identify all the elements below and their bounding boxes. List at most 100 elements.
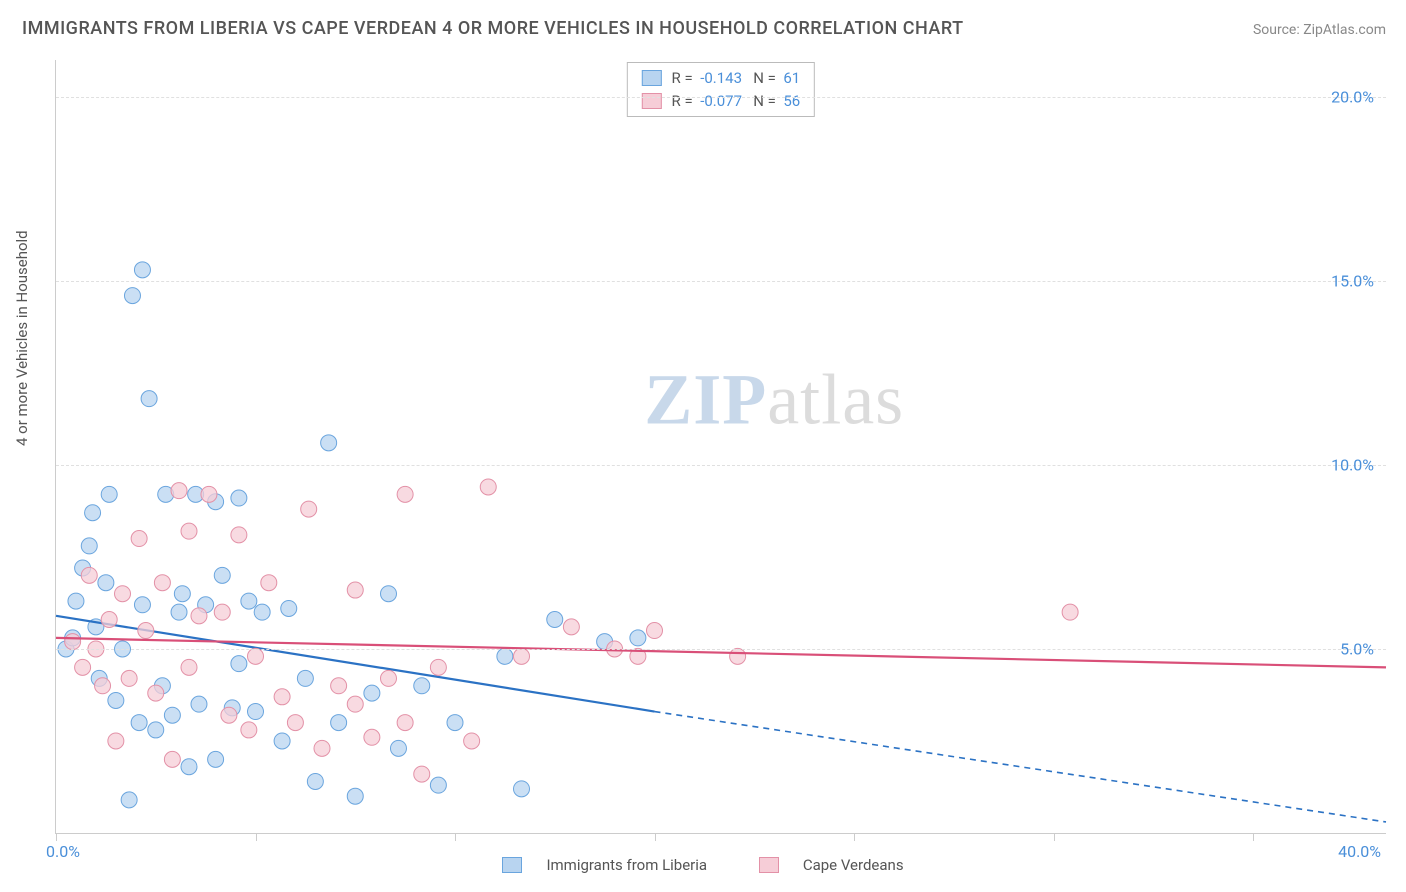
scatter-point-cape_verdean [181,659,197,675]
x-tick [655,833,656,841]
scatter-point-liberia [98,575,114,591]
y-tick-label: 10.0% [1331,455,1374,474]
scatter-point-cape_verdean [171,483,187,499]
scatter-point-liberia [281,600,297,616]
scatter-point-cape_verdean [75,659,91,675]
scatter-point-liberia [241,593,257,609]
gridline-h [56,465,1386,466]
scatter-point-cape_verdean [514,648,530,664]
scatter-point-cape_verdean [464,733,480,749]
scatter-point-cape_verdean [364,729,380,745]
scatter-point-liberia [85,505,101,521]
scatter-point-cape_verdean [164,751,180,767]
regression-line-dash-liberia [655,712,1387,822]
scatter-point-cape_verdean [381,670,397,686]
scatter-point-cape_verdean [248,648,264,664]
scatter-point-liberia [297,670,313,686]
scatter-point-liberia [134,262,150,278]
scatter-point-cape_verdean [730,648,746,664]
bottom-legend-item-1: Immigrants from Liberia [490,856,722,874]
scatter-point-cape_verdean [1062,604,1078,620]
scatter-point-cape_verdean [480,479,496,495]
scatter-point-cape_verdean [647,623,663,639]
scatter-point-cape_verdean [314,740,330,756]
scatter-point-cape_verdean [301,501,317,517]
scatter-point-cape_verdean [221,707,237,723]
legend-swatch-capeverdean-2 [759,857,779,873]
scatter-point-liberia [347,788,363,804]
scatter-point-cape_verdean [331,678,347,694]
scatter-point-cape_verdean [81,567,97,583]
scatter-point-liberia [124,288,140,304]
scatter-point-liberia [430,777,446,793]
chart-title: IMMIGRANTS FROM LIBERIA VS CAPE VERDEAN … [22,18,964,39]
x-tick [854,833,855,841]
scatter-point-liberia [307,773,323,789]
scatter-point-liberia [131,715,147,731]
x-tick [56,833,57,841]
scatter-point-cape_verdean [347,582,363,598]
scatter-point-liberia [547,612,563,628]
scatter-point-liberia [364,685,380,701]
scatter-point-liberia [254,604,270,620]
x-tick [455,833,456,841]
bottom-legend: Immigrants from Liberia Cape Verdeans [0,856,1406,874]
scatter-point-liberia [101,486,117,502]
y-tick-label: 15.0% [1331,271,1374,290]
scatter-point-liberia [381,586,397,602]
scatter-point-cape_verdean [121,670,137,686]
scatter-point-liberia [231,490,247,506]
scatter-point-liberia [274,733,290,749]
scatter-point-liberia [108,692,124,708]
scatter-point-cape_verdean [347,696,363,712]
source-attribution: Source: ZipAtlas.com [1253,22,1386,38]
scatter-point-cape_verdean [181,523,197,539]
scatter-point-cape_verdean [231,527,247,543]
scatter-point-cape_verdean [115,586,131,602]
scatter-point-liberia [390,740,406,756]
scatter-point-liberia [630,630,646,646]
scatter-point-liberia [164,707,180,723]
scatter-point-cape_verdean [397,486,413,502]
x-tick [1253,833,1254,841]
chart-container: IMMIGRANTS FROM LIBERIA VS CAPE VERDEAN … [0,0,1406,892]
scatter-point-liberia [214,567,230,583]
legend-swatch-liberia-2 [502,857,522,873]
scatter-point-cape_verdean [414,766,430,782]
scatter-point-cape_verdean [191,608,207,624]
scatter-point-liberia [68,593,84,609]
x-tick [256,833,257,841]
x-tick [1054,833,1055,841]
scatter-point-liberia [121,792,137,808]
scatter-point-cape_verdean [131,531,147,547]
scatter-point-liberia [208,751,224,767]
scatter-point-cape_verdean [148,685,164,701]
scatter-point-liberia [141,391,157,407]
scatter-point-liberia [181,759,197,775]
plot-area: ZIPatlas R = -0.143 N = 61 R = -0.077 N … [55,60,1386,834]
y-tick-label: 5.0% [1340,639,1374,658]
scatter-point-cape_verdean [287,715,303,731]
scatter-point-cape_verdean [430,659,446,675]
scatter-point-cape_verdean [95,678,111,694]
scatter-point-cape_verdean [65,634,81,650]
plot-svg [56,60,1386,833]
scatter-point-liberia [414,678,430,694]
scatter-point-cape_verdean [101,612,117,628]
scatter-point-liberia [231,656,247,672]
scatter-point-cape_verdean [241,722,257,738]
scatter-point-liberia [331,715,347,731]
gridline-h [56,281,1386,282]
scatter-point-liberia [148,722,164,738]
scatter-point-cape_verdean [201,486,217,502]
scatter-point-cape_verdean [214,604,230,620]
series2-label: Cape Verdeans [803,856,904,874]
scatter-point-cape_verdean [563,619,579,635]
scatter-point-cape_verdean [154,575,170,591]
scatter-point-cape_verdean [108,733,124,749]
y-axis-label: 4 or more Vehicles in Household [13,230,31,446]
series1-label: Immigrants from Liberia [546,856,707,874]
scatter-point-liberia [321,435,337,451]
scatter-point-cape_verdean [261,575,277,591]
scatter-point-liberia [248,704,264,720]
